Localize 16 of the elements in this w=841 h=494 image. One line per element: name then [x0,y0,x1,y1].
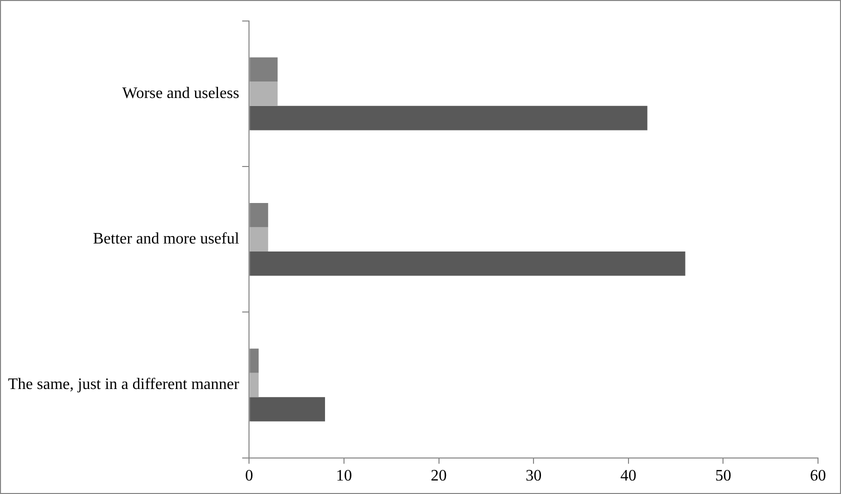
y-tick-label: Better and more useful [93,230,240,248]
x-tick-label: 0 [245,468,254,485]
x-tick-label: 40 [620,468,636,485]
x-tick-label: 20 [430,468,447,485]
x-tick-label: 60 [810,468,826,485]
bar [250,227,268,252]
bar [250,372,259,398]
bar [250,106,648,130]
bar [250,397,326,422]
x-tick-label: 50 [715,468,732,485]
x-tick-label: 30 [526,468,542,485]
x-tick-label: 10 [336,468,352,485]
y-tick-label: The same, just in a different manner [8,376,240,394]
y-tick-label: Worse and useless [122,85,240,102]
bar [250,252,686,276]
bar [250,82,278,106]
